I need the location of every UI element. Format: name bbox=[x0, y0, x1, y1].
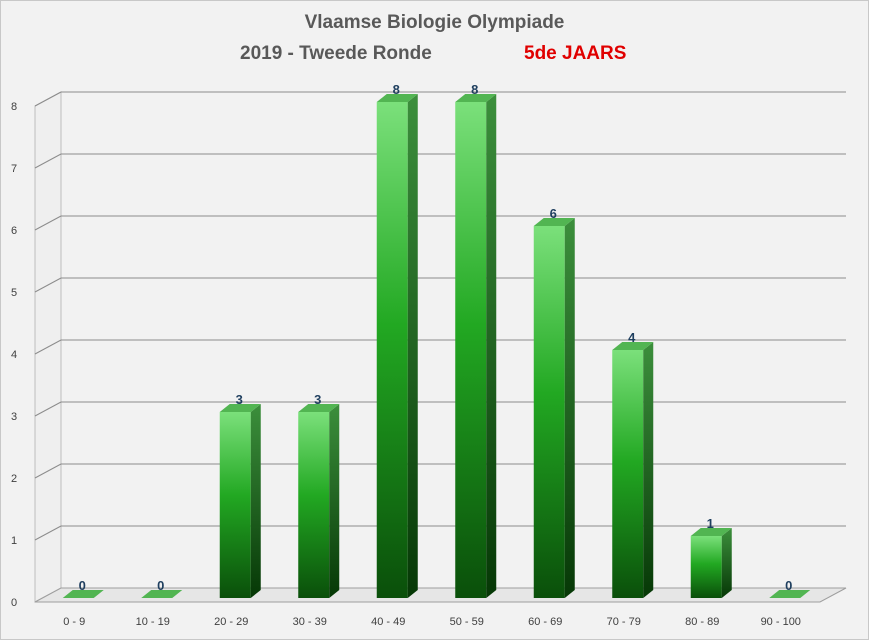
data-label: 0 bbox=[785, 578, 792, 593]
bar-front bbox=[612, 350, 644, 598]
data-label: 3 bbox=[314, 392, 321, 407]
bar-30-39: 3 bbox=[298, 392, 340, 598]
bar-10-19: 0 bbox=[141, 578, 183, 598]
data-label: 1 bbox=[707, 516, 714, 531]
bar-top bbox=[612, 342, 654, 350]
bar-side bbox=[250, 404, 261, 598]
bar-front bbox=[298, 412, 330, 598]
x-tick-label: 30 - 39 bbox=[293, 616, 327, 628]
gridline-side bbox=[34, 525, 62, 541]
bar-80-89: 1 bbox=[690, 516, 732, 598]
gridline-side bbox=[34, 91, 62, 107]
bar-top bbox=[533, 218, 575, 226]
data-label: 3 bbox=[236, 392, 243, 407]
data-label: 8 bbox=[393, 82, 400, 97]
x-tick-label: 60 - 69 bbox=[528, 616, 562, 628]
bar-90-100: 0 bbox=[769, 578, 811, 598]
chart-subtitle: 2019 - Tweede Ronde bbox=[240, 43, 432, 64]
gridlines bbox=[34, 91, 846, 541]
bar-side bbox=[643, 342, 654, 598]
bar-side bbox=[329, 404, 340, 598]
y-tick-label: 3 bbox=[11, 411, 17, 423]
bar-top bbox=[376, 94, 418, 102]
bar-60-69: 6 bbox=[533, 206, 575, 598]
gridline-side bbox=[34, 153, 62, 169]
y-tick-label: 5 bbox=[11, 287, 17, 299]
y-axis-ticks: 0 1 2 3 4 5 6 7 8 bbox=[11, 101, 17, 609]
y-tick-label: 2 bbox=[11, 473, 17, 485]
y-tick-label: 8 bbox=[11, 101, 17, 113]
bar-top bbox=[690, 528, 732, 536]
x-tick-label: 90 - 100 bbox=[761, 616, 801, 628]
chart-title: Vlaamse Biologie Olympiade bbox=[304, 12, 565, 33]
y-tick-label: 6 bbox=[11, 225, 17, 237]
bar-front bbox=[219, 412, 251, 598]
bar-front bbox=[376, 102, 408, 598]
x-tick-label: 20 - 29 bbox=[214, 616, 248, 628]
y-tick-label: 0 bbox=[11, 597, 17, 609]
y-tick-label: 1 bbox=[11, 535, 17, 547]
bar-side bbox=[564, 218, 575, 598]
bar-50-59: 8 bbox=[455, 82, 497, 598]
x-axis-ticks: 0 - 9 10 - 19 20 - 29 30 - 39 40 - 49 50 - 59… bbox=[63, 616, 801, 628]
data-label: 0 bbox=[79, 578, 86, 593]
gridline-side bbox=[34, 401, 62, 417]
chart-subtitle-highlight: 5de JAARS bbox=[524, 43, 627, 64]
bar-40-49: 8 bbox=[376, 82, 418, 598]
data-label: 4 bbox=[628, 330, 636, 345]
bar-side bbox=[407, 94, 418, 598]
bar-top bbox=[769, 590, 811, 598]
bar-top bbox=[455, 94, 497, 102]
x-tick-label: 70 - 79 bbox=[607, 616, 641, 628]
bar-side bbox=[486, 94, 497, 598]
y-tick-label: 4 bbox=[11, 349, 17, 361]
gridline-side bbox=[34, 215, 62, 231]
bar-top bbox=[298, 404, 340, 412]
bars: 0 0 3 3 8 8 6 4 1 0 bbox=[62, 82, 811, 598]
bar-20-29: 3 bbox=[219, 392, 261, 598]
data-label: 8 bbox=[471, 82, 478, 97]
bar-front bbox=[690, 536, 722, 598]
x-tick-label: 40 - 49 bbox=[371, 616, 405, 628]
x-tick-label: 10 - 19 bbox=[136, 616, 170, 628]
bar-top bbox=[141, 590, 183, 598]
gridline-side bbox=[34, 277, 62, 293]
bar-front bbox=[455, 102, 487, 598]
bar-front bbox=[533, 226, 565, 598]
x-tick-label: 50 - 59 bbox=[450, 616, 484, 628]
data-label: 0 bbox=[157, 578, 164, 593]
data-label: 6 bbox=[550, 206, 557, 221]
bar-side bbox=[721, 528, 732, 598]
x-tick-label: 0 - 9 bbox=[63, 616, 85, 628]
x-tick-label: 80 - 89 bbox=[685, 616, 719, 628]
bar-top bbox=[62, 590, 104, 598]
bar-0-9: 0 bbox=[62, 578, 104, 598]
bar-top bbox=[219, 404, 261, 412]
gridline-side bbox=[34, 339, 62, 355]
bar-70-79: 4 bbox=[612, 330, 654, 598]
gridline-side bbox=[34, 463, 62, 479]
y-tick-label: 7 bbox=[11, 163, 17, 175]
